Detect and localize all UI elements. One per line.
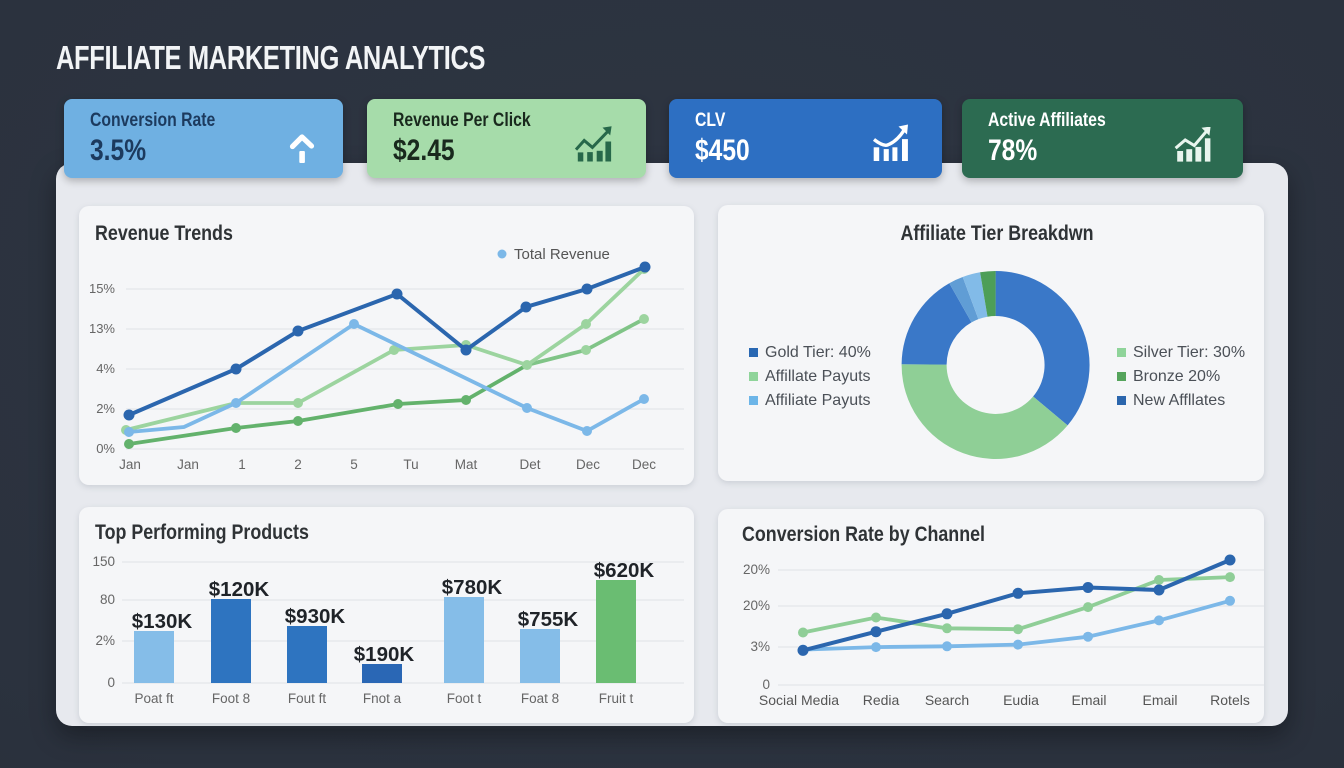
svg-text:Email: Email (1071, 692, 1106, 708)
svg-text:New Affllates: New Affllates (1133, 392, 1225, 409)
svg-text:Silver Tier: 30%: Silver Tier: 30% (1133, 344, 1245, 361)
svg-text:20%: 20% (743, 598, 770, 613)
svg-text:Email: Email (1142, 692, 1177, 708)
svg-text:Jan: Jan (177, 457, 199, 472)
svg-text:0: 0 (107, 675, 115, 690)
svg-text:20%: 20% (743, 562, 770, 577)
svg-text:Foot t: Foot t (447, 691, 482, 706)
svg-text:Fout ft: Fout ft (288, 691, 327, 706)
svg-text:0: 0 (762, 677, 770, 692)
svg-text:$190K: $190K (354, 643, 415, 666)
svg-text:Dec: Dec (576, 457, 600, 472)
svg-text:Poat ft: Poat ft (134, 691, 173, 706)
svg-text:Affillate Payuts: Affillate Payuts (765, 368, 871, 385)
svg-text:5: 5 (350, 457, 358, 472)
svg-text:Jan: Jan (119, 457, 141, 472)
svg-text:Dec: Dec (632, 457, 656, 472)
svg-text:150: 150 (92, 554, 115, 569)
svg-text:2: 2 (294, 457, 302, 472)
svg-text:15%: 15% (89, 281, 115, 296)
svg-text:1: 1 (238, 457, 246, 472)
svg-text:2%: 2% (95, 633, 115, 648)
svg-text:Redia: Redia (863, 692, 900, 708)
svg-text:Bronze 20%: Bronze 20% (1133, 368, 1220, 385)
svg-text:13%: 13% (89, 321, 115, 336)
svg-text:$930K: $930K (285, 605, 346, 628)
svg-text:Mat: Mat (455, 457, 478, 472)
svg-text:Search: Search (925, 692, 969, 708)
svg-text:Gold Tier: 40%: Gold Tier: 40% (765, 344, 871, 361)
svg-text:Rotels: Rotels (1210, 692, 1250, 708)
svg-text:4%: 4% (96, 361, 115, 376)
svg-text:Affiliate Payuts: Affiliate Payuts (765, 392, 871, 409)
svg-text:Tu: Tu (403, 457, 418, 472)
svg-text:$620K: $620K (594, 559, 655, 582)
svg-text:80: 80 (100, 592, 115, 607)
svg-text:0%: 0% (96, 441, 115, 456)
svg-text:3%: 3% (750, 639, 770, 654)
svg-text:$120K: $120K (209, 578, 270, 601)
svg-text:Social Media: Social Media (759, 692, 839, 708)
svg-text:Eudia: Eudia (1003, 692, 1039, 708)
svg-text:Foot 8: Foot 8 (212, 691, 250, 706)
svg-text:Total Revenue: Total Revenue (514, 246, 610, 263)
svg-text:Foat 8: Foat 8 (521, 691, 559, 706)
svg-text:$130K: $130K (132, 610, 193, 633)
svg-text:$780K: $780K (442, 576, 503, 599)
svg-text:Fnot a: Fnot a (363, 691, 402, 706)
svg-text:2%: 2% (96, 401, 115, 416)
svg-text:Det: Det (519, 457, 540, 472)
svg-text:$755K: $755K (518, 608, 579, 631)
svg-text:Fruit t: Fruit t (599, 691, 634, 706)
